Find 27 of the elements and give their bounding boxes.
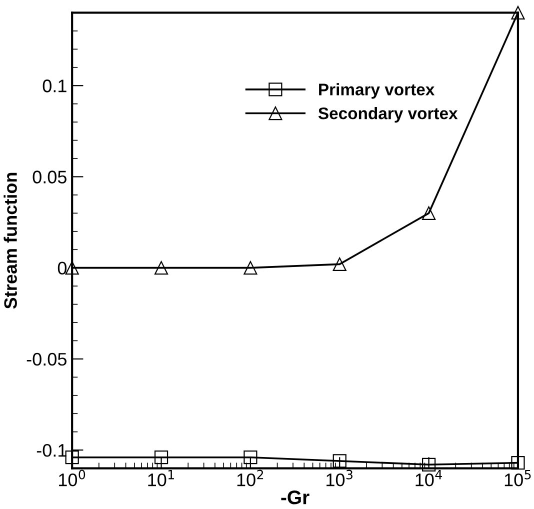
y-tick-label: 0.1 [42, 80, 66, 92]
x-tick-label: 10$^{4}$ [416, 470, 442, 486]
point [244, 261, 258, 275]
y-axis-title: Stream function [4, 172, 17, 309]
point [511, 6, 525, 20]
x-axis-title: -Gr [281, 490, 310, 504]
point [332, 257, 346, 271]
legend-label: Primary vortex [319, 83, 435, 99]
y-tick-label: -0.1 [36, 444, 66, 457]
point [154, 450, 168, 464]
point [65, 261, 79, 275]
x-tick-label: 10$^{5}$ [504, 470, 531, 486]
point [422, 206, 436, 220]
point [422, 458, 436, 472]
x-tick-label: 10$^{1}$ [148, 470, 174, 486]
x-tick-label: 10$^{3}$ [326, 470, 352, 486]
y-tick-label: 0 [58, 262, 67, 275]
y-tick-label: -0.05 [26, 352, 66, 366]
x-tick-label: 10$^{2}$ [237, 470, 264, 486]
x-tick-label: 10$^{0}$ [59, 470, 86, 486]
point [154, 261, 168, 275]
point [511, 456, 525, 470]
point [332, 454, 346, 468]
legend-label: Secondary vortex [318, 107, 458, 123]
y-tick-label: 0.05 [32, 170, 66, 184]
point [65, 450, 79, 464]
point [244, 450, 258, 464]
